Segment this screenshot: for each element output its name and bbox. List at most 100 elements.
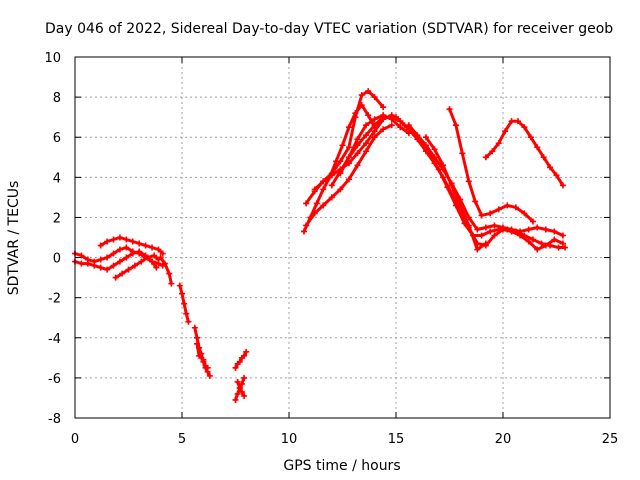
data-point-marker	[478, 212, 485, 219]
data-point-marker	[320, 202, 327, 209]
data-point-marker	[232, 396, 239, 403]
data-point-marker	[196, 352, 203, 359]
series-trace	[448, 107, 535, 223]
data-point-marker	[422, 148, 429, 155]
x-tick-label: 5	[178, 432, 186, 447]
data-point-marker	[474, 226, 481, 233]
data-point-marker	[328, 172, 335, 179]
data-point-marker	[191, 324, 198, 331]
data-point-marker	[472, 198, 479, 205]
data-point-marker	[236, 384, 243, 391]
data-point-marker	[97, 264, 104, 271]
data-point-marker	[303, 200, 310, 207]
data-point-marker	[371, 122, 378, 129]
series-seg-5h	[176, 282, 192, 325]
data-point-marker	[337, 186, 344, 193]
data-point-marker	[512, 204, 519, 211]
data-point-marker	[422, 142, 429, 149]
data-point-marker	[363, 122, 370, 129]
data-point-marker	[110, 262, 117, 269]
data-point-marker	[482, 240, 489, 247]
series-seg-day-d	[311, 112, 402, 193]
data-point-marker	[352, 114, 359, 121]
data-point-marker	[129, 250, 136, 257]
data-point-marker	[363, 140, 370, 147]
data-point-marker	[241, 392, 248, 399]
data-point-marker	[123, 254, 130, 261]
data-point-marker	[495, 140, 502, 147]
data-point-marker	[142, 242, 149, 249]
data-point-marker	[431, 160, 438, 167]
data-point-marker	[529, 236, 536, 243]
data-point-marker	[397, 124, 404, 131]
data-point-marker	[440, 162, 447, 169]
data-point-marker	[562, 244, 569, 251]
data-point-marker	[363, 132, 370, 139]
data-point-marker	[538, 240, 545, 247]
data-point-marker	[380, 126, 387, 133]
data-point-marker	[482, 224, 489, 231]
series-seg-desc-4	[422, 134, 489, 253]
series-seg-desc-3	[405, 122, 566, 239]
series-trace	[407, 123, 565, 237]
series-seg-early-3	[97, 234, 166, 257]
data-point-marker	[243, 348, 250, 355]
data-point-marker	[339, 142, 346, 149]
data-point-marker	[521, 210, 528, 217]
data-point-marker	[236, 358, 243, 365]
data-point-marker	[149, 244, 156, 251]
data-point-marker	[502, 128, 509, 135]
data-point-marker	[144, 254, 151, 261]
data-point-marker	[241, 374, 248, 381]
series-seg-early-4	[112, 252, 162, 281]
data-point-marker	[119, 270, 126, 277]
data-point-marker	[328, 194, 335, 201]
data-point-marker	[393, 114, 399, 121]
data-point-marker	[517, 228, 524, 235]
data-point-marker	[508, 226, 515, 233]
data-point-marker	[547, 164, 554, 171]
data-point-marker	[365, 112, 372, 119]
series-seg-6h	[191, 324, 213, 379]
data-point-marker	[380, 112, 387, 119]
data-point-marker	[234, 390, 241, 397]
y-tick-label: -6	[48, 372, 61, 387]
data-point-marker	[232, 364, 239, 371]
data-point-marker	[84, 260, 91, 267]
series-seg-desc-2	[397, 118, 566, 253]
data-point-marker	[155, 246, 162, 253]
data-point-marker	[234, 378, 241, 385]
series-seg-day-f	[337, 112, 412, 177]
data-point-marker	[559, 240, 566, 247]
data-point-marker	[116, 234, 123, 241]
data-point-marker	[452, 122, 459, 129]
data-point-marker	[431, 146, 438, 153]
data-point-marker	[313, 200, 320, 207]
data-point-marker	[371, 134, 378, 141]
data-point-marker	[337, 158, 344, 165]
data-point-marker	[365, 88, 372, 95]
data-point-marker	[514, 118, 521, 125]
data-point-marker	[345, 144, 352, 151]
data-point-marker	[136, 248, 143, 255]
data-point-marker	[159, 250, 166, 257]
data-point-marker	[551, 228, 558, 235]
data-point-marker	[311, 210, 318, 217]
series-trace	[424, 135, 488, 251]
y-tick-label: 0	[53, 252, 61, 267]
series-trace	[313, 113, 400, 191]
series-seg-late-arc	[482, 118, 566, 189]
data-point-marker	[371, 94, 378, 101]
y-tick-label: 2	[53, 211, 61, 226]
data-point-marker	[112, 274, 119, 281]
data-point-marker	[388, 122, 395, 129]
data-point-marker	[303, 222, 310, 229]
data-point-marker	[542, 226, 549, 233]
data-point-marker	[110, 236, 117, 243]
data-point-marker	[405, 122, 412, 129]
data-point-marker	[534, 246, 541, 253]
data-point-marker	[487, 210, 494, 217]
data-point-marker	[371, 128, 378, 135]
data-point-marker	[204, 364, 211, 371]
